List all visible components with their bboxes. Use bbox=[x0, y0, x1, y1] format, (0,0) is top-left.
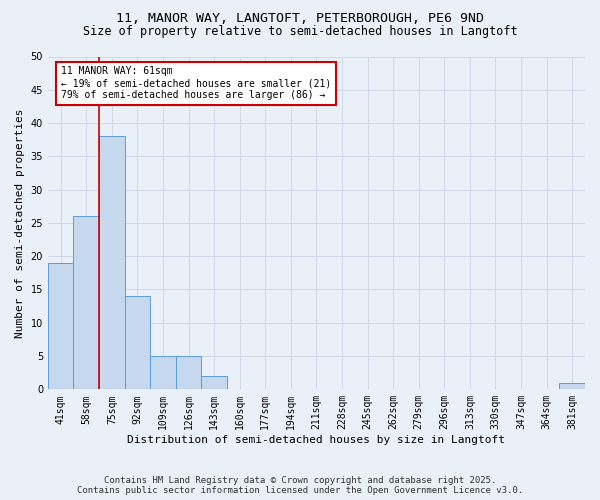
Y-axis label: Number of semi-detached properties: Number of semi-detached properties bbox=[15, 108, 25, 338]
Bar bbox=[125, 296, 150, 390]
X-axis label: Distribution of semi-detached houses by size in Langtoft: Distribution of semi-detached houses by … bbox=[127, 435, 505, 445]
Bar bbox=[202, 376, 227, 390]
Bar bbox=[73, 216, 99, 390]
Bar bbox=[176, 356, 202, 390]
Text: 11, MANOR WAY, LANGTOFT, PETERBOROUGH, PE6 9ND: 11, MANOR WAY, LANGTOFT, PETERBOROUGH, P… bbox=[116, 12, 484, 26]
Text: Size of property relative to semi-detached houses in Langtoft: Size of property relative to semi-detach… bbox=[83, 25, 517, 38]
Bar bbox=[559, 382, 585, 390]
Text: Contains HM Land Registry data © Crown copyright and database right 2025.
Contai: Contains HM Land Registry data © Crown c… bbox=[77, 476, 523, 495]
Bar bbox=[48, 263, 73, 390]
Text: 11 MANOR WAY: 61sqm
← 19% of semi-detached houses are smaller (21)
79% of semi-d: 11 MANOR WAY: 61sqm ← 19% of semi-detach… bbox=[61, 66, 331, 100]
Bar bbox=[150, 356, 176, 390]
Bar bbox=[99, 136, 125, 390]
